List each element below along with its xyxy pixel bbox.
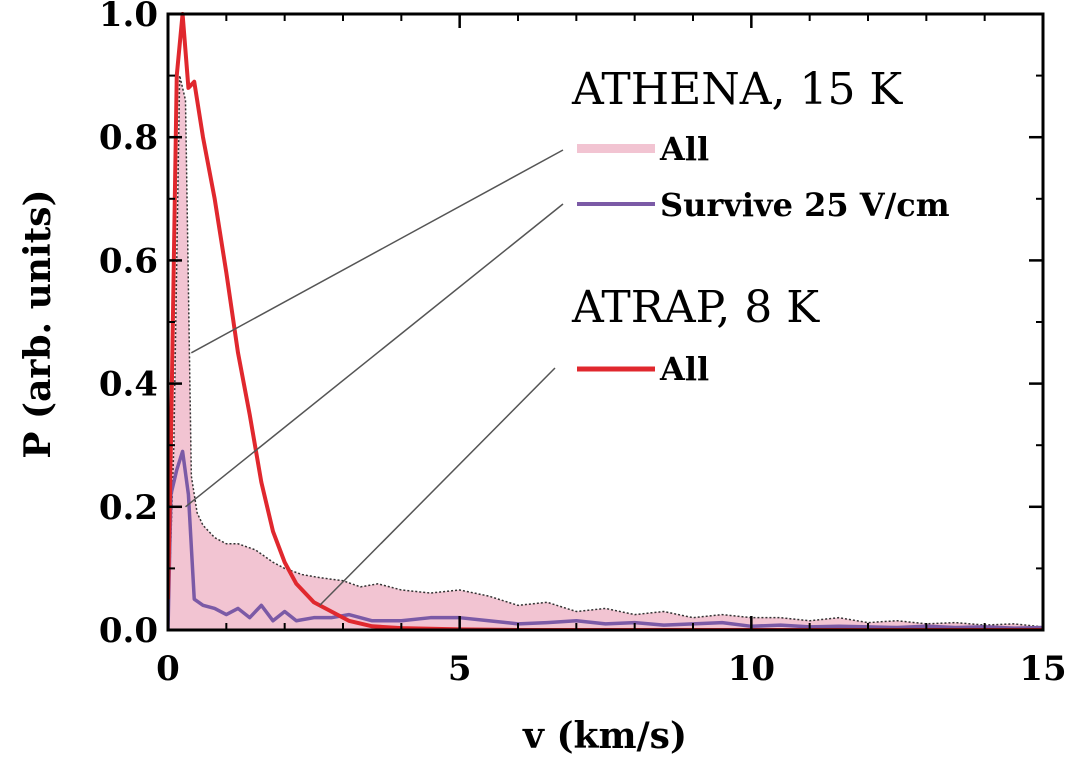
- legend-label-athena-all: All: [659, 130, 709, 168]
- x-tick-label-2: 10: [728, 649, 775, 689]
- y-tick-label-5: 1.0: [99, 0, 158, 35]
- x-tick-label-1: 5: [448, 649, 472, 689]
- legend-label-atrap-all: All: [659, 350, 709, 388]
- x-axis-label: v (km/s): [522, 715, 687, 757]
- y-tick-label-4: 0.8: [99, 118, 158, 158]
- leader-line-atrap-all: [319, 367, 556, 606]
- leader-line-athena-all: [190, 149, 564, 354]
- series-edge-athena-all: [168, 75, 1043, 630]
- y-tick-label-0: 0.0: [99, 611, 158, 651]
- legend-group-title-athena: ATHENA, 15 K: [571, 64, 903, 115]
- axes: 0 5 10 15 0.0 0.2 0.4 0.6 0.8 1.0: [99, 0, 1067, 689]
- x-tick-label-0: 0: [156, 649, 180, 689]
- y-tick-label-3: 0.6: [99, 241, 158, 281]
- legend: ATHENA, 15 K All Survive 25 V/cm ATRAP, …: [571, 64, 950, 388]
- series-area-athena-all: [168, 75, 1043, 630]
- x-tick-label-3: 15: [1019, 649, 1066, 689]
- y-tick-label-1: 0.2: [99, 488, 158, 528]
- legend-swatch-athena-all: [577, 144, 655, 153]
- series-line-athena-survive: [168, 449, 1043, 630]
- legend-label-athena-survive: Survive 25 V/cm: [660, 186, 950, 224]
- legend-leader-lines: [185, 149, 564, 606]
- leader-line-athena-survive: [185, 203, 564, 508]
- legend-group-title-atrap: ATRAP, 8 K: [571, 282, 820, 333]
- y-tick-label-2: 0.4: [99, 365, 158, 405]
- y-axis-label: P (arb. units): [17, 189, 59, 458]
